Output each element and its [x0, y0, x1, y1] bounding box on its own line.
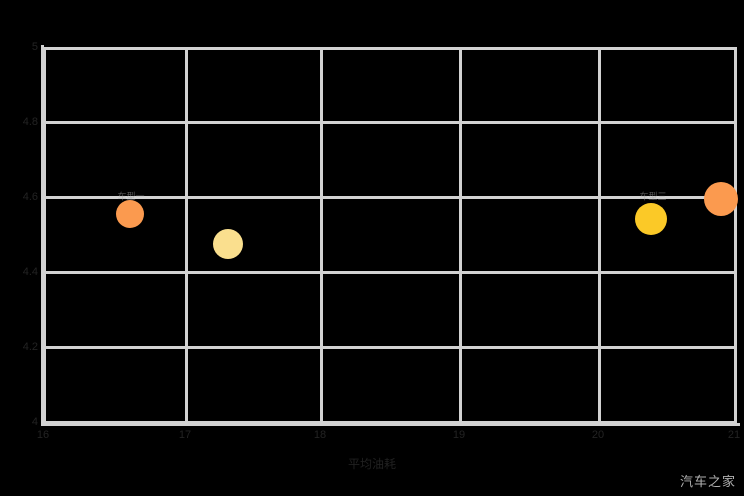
y-tick-label: 4 [31, 416, 38, 428]
y-tick-label: 4.6 [22, 191, 38, 203]
gridline-horizontal-5 [43, 47, 737, 50]
y-tick-label: 5 [31, 41, 38, 53]
plot-area [43, 47, 737, 424]
x-tick-label: 20 [591, 429, 605, 441]
y-axis-ticks: 5 4.8 4.6 4.4 4.2 4 [0, 0, 38, 496]
y-tick-label: 4.2 [22, 341, 38, 353]
data-point[interactable] [635, 203, 667, 235]
y-tick-label: 4.8 [22, 116, 38, 128]
gridline-vertical-16 [43, 47, 46, 424]
point-label: 车型一 [117, 191, 145, 202]
x-tick-label: 18 [313, 429, 327, 441]
data-point[interactable] [213, 229, 243, 259]
x-tick-label: 17 [178, 429, 192, 441]
gridline-horizontal-4 [43, 421, 737, 424]
x-tick-label: 19 [452, 429, 466, 441]
y-axis-line [41, 45, 44, 426]
gridline-horizontal-4-8 [43, 121, 737, 124]
data-point[interactable] [704, 182, 738, 216]
gridline-horizontal-4-2 [43, 346, 737, 349]
gridline-vertical-21 [734, 47, 737, 424]
watermark: 汽车之家 [679, 475, 736, 490]
x-tick-label: 16 [36, 429, 50, 441]
data-point[interactable] [116, 200, 144, 228]
x-axis-line [41, 423, 740, 426]
gridline-vertical-17 [185, 47, 188, 424]
gridline-vertical-20 [598, 47, 601, 424]
x-axis-title: 平均油耗 [347, 457, 396, 471]
gridline-vertical-19 [459, 47, 462, 424]
point-label: 车型三 [639, 191, 667, 202]
gridline-horizontal-4-4 [43, 271, 737, 274]
x-tick-label: 21 [727, 429, 741, 441]
y-tick-label: 4.4 [22, 266, 38, 278]
gridline-vertical-18 [320, 47, 323, 424]
gridline-horizontal-4-6 [43, 196, 737, 199]
